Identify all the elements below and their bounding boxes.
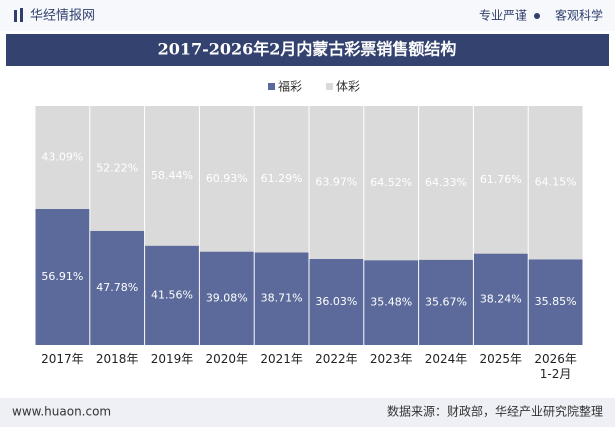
x-tick-label: 2019年 (150, 352, 194, 366)
x-tick-label: 2023年 (369, 352, 413, 366)
bar-segment (419, 259, 473, 345)
bar-segment (528, 106, 583, 260)
source: 数据来源：财政部，华经产业研究院整理 (387, 404, 603, 419)
value-label: 64.15% (535, 176, 577, 189)
value-label: 61.76% (480, 173, 522, 186)
value-label: 35.48% (370, 296, 412, 309)
header-bar (0, 0, 615, 31)
bar-segment (473, 253, 528, 345)
bar-segment (364, 260, 419, 345)
bar-segment (199, 106, 254, 252)
value-label: 41.56% (151, 288, 193, 301)
value-label: 61.29% (261, 172, 303, 185)
value-label: 56.91% (41, 270, 83, 283)
x-tick-label: 2018年 (95, 352, 139, 366)
bar-segment (473, 106, 528, 254)
value-label: 36.03% (315, 295, 357, 308)
x-tick-label: 2025年 (479, 352, 523, 366)
value-label: 35.85% (535, 295, 577, 308)
value-label: 43.09% (41, 150, 83, 163)
slogan: 专业严谨 (479, 8, 527, 23)
logo-icon (20, 8, 23, 22)
bar-segment (90, 106, 145, 231)
value-label: 64.33% (425, 176, 467, 189)
bar-segment (309, 106, 364, 259)
bar-segment (419, 106, 473, 260)
value-label: 38.24% (480, 292, 522, 305)
chart-title: 2017-2026年2月内蒙古彩票销售额结构 (158, 40, 457, 59)
legend-label: 福彩 (278, 79, 302, 94)
title-banner (6, 34, 609, 66)
x-tick-label: 2022年 (315, 352, 358, 366)
legend-marker (268, 83, 275, 90)
x-tick-label: 2021年 (260, 352, 303, 366)
value-label: 60.93% (206, 172, 248, 185)
bar-segment (309, 258, 364, 345)
bar-segment (145, 245, 199, 345)
value-label: 39.08% (206, 291, 248, 304)
bar-segment (528, 259, 583, 345)
value-label: 38.71% (261, 292, 303, 305)
x-tick-label: 2024年 (424, 352, 468, 366)
x-tick-label: 2020年 (205, 352, 249, 366)
value-label: 58.44% (151, 169, 193, 182)
bar-segment (364, 106, 419, 261)
bar-segment (199, 251, 254, 345)
bar-segment (254, 252, 309, 345)
x-tick-label: 2017年 (41, 352, 84, 366)
bar-segment (254, 106, 309, 253)
legend-label: 体彩 (336, 80, 360, 94)
bar-segment (35, 106, 90, 209)
value-label: 47.78% (96, 281, 138, 294)
footer-bar (0, 398, 615, 427)
website: www.huaon.com (12, 405, 111, 419)
bar-segment (35, 208, 90, 345)
slogan: 客观科学 (555, 8, 603, 23)
value-label: 64.52% (370, 176, 412, 189)
logo-icon (14, 10, 17, 22)
value-label: 63.97% (315, 175, 357, 188)
legend-marker (326, 83, 334, 90)
logo: 华经情报网 (30, 9, 95, 24)
value-label: 35.67% (425, 295, 467, 308)
x-tick-label: 2026年 1-2月 (534, 352, 577, 381)
bar-segment (145, 106, 199, 246)
value-label: 52.22% (96, 161, 138, 174)
slogan-dot (534, 13, 540, 19)
bar-segment (90, 230, 145, 345)
